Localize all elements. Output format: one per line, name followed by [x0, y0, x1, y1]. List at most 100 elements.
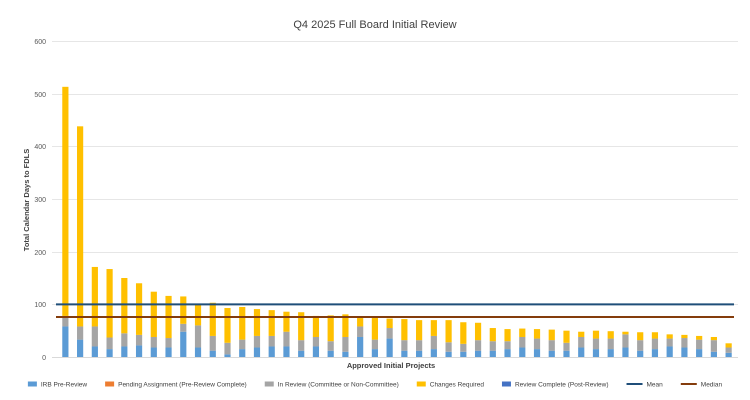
bar-segment — [91, 326, 98, 347]
bar-segment — [327, 315, 334, 342]
bar-segment — [194, 304, 202, 326]
bar-segment — [430, 335, 437, 350]
bar-segment — [474, 350, 482, 357]
bar-segment — [371, 349, 378, 357]
bar-segment — [725, 343, 732, 348]
bar-segment — [445, 320, 452, 343]
bar-segment — [91, 346, 98, 357]
bar-segment — [430, 349, 437, 357]
bar-segment — [592, 338, 600, 350]
bar-segment — [474, 322, 482, 341]
bar-segment — [62, 326, 69, 357]
bar-segment — [578, 336, 585, 348]
bar-segment — [327, 341, 334, 351]
bar-segment — [253, 335, 261, 348]
bar-segment — [239, 306, 246, 340]
bar-segment — [209, 350, 216, 357]
bar-segment — [504, 341, 511, 350]
legend-swatch — [27, 381, 37, 387]
bar-segment — [430, 320, 437, 336]
bar-segment — [180, 323, 187, 332]
bar-segment — [548, 329, 555, 341]
bar-segment — [298, 350, 305, 357]
bar-segment — [710, 340, 717, 352]
y-tick-labels: 0 100 200 300 400 500 600 — [34, 39, 46, 362]
y-axis-title: Total Calendar Days to FDLS — [22, 149, 31, 251]
bar-segment — [563, 330, 570, 343]
bar-segment — [121, 278, 128, 334]
bar-segment — [445, 351, 452, 357]
bar-segment — [401, 319, 408, 341]
bar-segment — [106, 269, 113, 338]
bar-segment — [666, 338, 673, 347]
bar-segment — [548, 350, 555, 357]
bar-segment — [165, 338, 172, 348]
bar-segment — [666, 346, 673, 357]
bar-segment — [371, 339, 378, 350]
bar-segment — [77, 326, 84, 340]
bar-segment — [622, 331, 629, 335]
bar-segment — [563, 350, 570, 357]
legend-label: Pending Assignment (Pre-Review Complete) — [118, 382, 247, 389]
legend-label: Review Complete (Post-Review) — [515, 382, 609, 389]
bar-segment — [681, 338, 688, 348]
bar-segment — [165, 347, 172, 357]
bar-segment — [460, 351, 467, 357]
legend-swatch — [264, 381, 274, 387]
bar-segment — [312, 315, 320, 337]
y-tick-label: 500 — [34, 92, 46, 99]
bar-segment — [681, 347, 688, 357]
legend-label: In Review (Committee or Non-Committee) — [278, 382, 399, 389]
bar-segment — [607, 349, 614, 357]
legend-label: Mean — [647, 382, 664, 389]
bar-segment — [62, 315, 69, 327]
bar-segment — [253, 347, 261, 357]
bar-segment — [357, 326, 364, 337]
y-tick-label: 400 — [34, 144, 46, 151]
bar-segment — [224, 308, 231, 343]
bar-segment — [180, 296, 187, 324]
bar-segment — [622, 334, 629, 348]
bar-segment — [121, 346, 128, 357]
bar-segment — [298, 340, 305, 351]
bar-segment — [710, 336, 717, 341]
bar-segment — [77, 339, 84, 357]
bar-segment — [121, 333, 128, 347]
chart-title: Q4 2025 Full Board Initial Review — [293, 19, 456, 31]
bar-segment — [209, 302, 216, 336]
bar-segment — [224, 354, 231, 357]
legend-label: Median — [701, 382, 723, 389]
bar-segment — [312, 336, 320, 347]
legend: IRB Pre-Review Pending Assignment (Pre-Re… — [27, 381, 723, 389]
bar-segment — [622, 347, 629, 357]
legend-label: IRB Pre-Review — [41, 382, 88, 389]
bar-segment — [342, 351, 349, 357]
bar-segment — [489, 350, 496, 357]
bar-segment — [696, 335, 703, 340]
bar-segment — [357, 318, 364, 327]
y-tick-label: 300 — [34, 197, 46, 204]
bar-segment — [666, 334, 673, 339]
bar-segment — [504, 329, 511, 342]
bar-segment — [371, 318, 378, 340]
bar-segment — [106, 337, 113, 350]
bar-segment — [150, 336, 157, 348]
bar-segment — [651, 332, 659, 339]
bar-segment — [194, 325, 202, 348]
bar-segment — [401, 350, 408, 357]
bar-segment — [135, 283, 143, 335]
bar-segment — [548, 340, 555, 351]
y-tick-label: 200 — [34, 250, 46, 257]
bar-segment — [386, 338, 393, 357]
bar-segment — [592, 349, 600, 357]
bar-segment — [563, 342, 570, 351]
bar-segment — [416, 350, 423, 357]
y-tick-label: 100 — [34, 302, 46, 309]
bar-segment — [268, 310, 275, 336]
bar-segment — [416, 320, 423, 341]
bar-segment — [283, 331, 290, 347]
bar-segment — [239, 339, 246, 350]
gridlines — [52, 41, 738, 305]
bar-segment — [209, 335, 216, 351]
bar-segment — [268, 346, 275, 357]
